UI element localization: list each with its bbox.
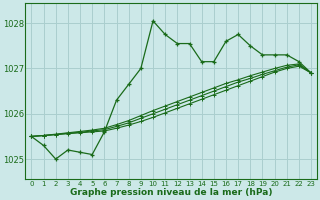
X-axis label: Graphe pression niveau de la mer (hPa): Graphe pression niveau de la mer (hPa) — [70, 188, 273, 197]
